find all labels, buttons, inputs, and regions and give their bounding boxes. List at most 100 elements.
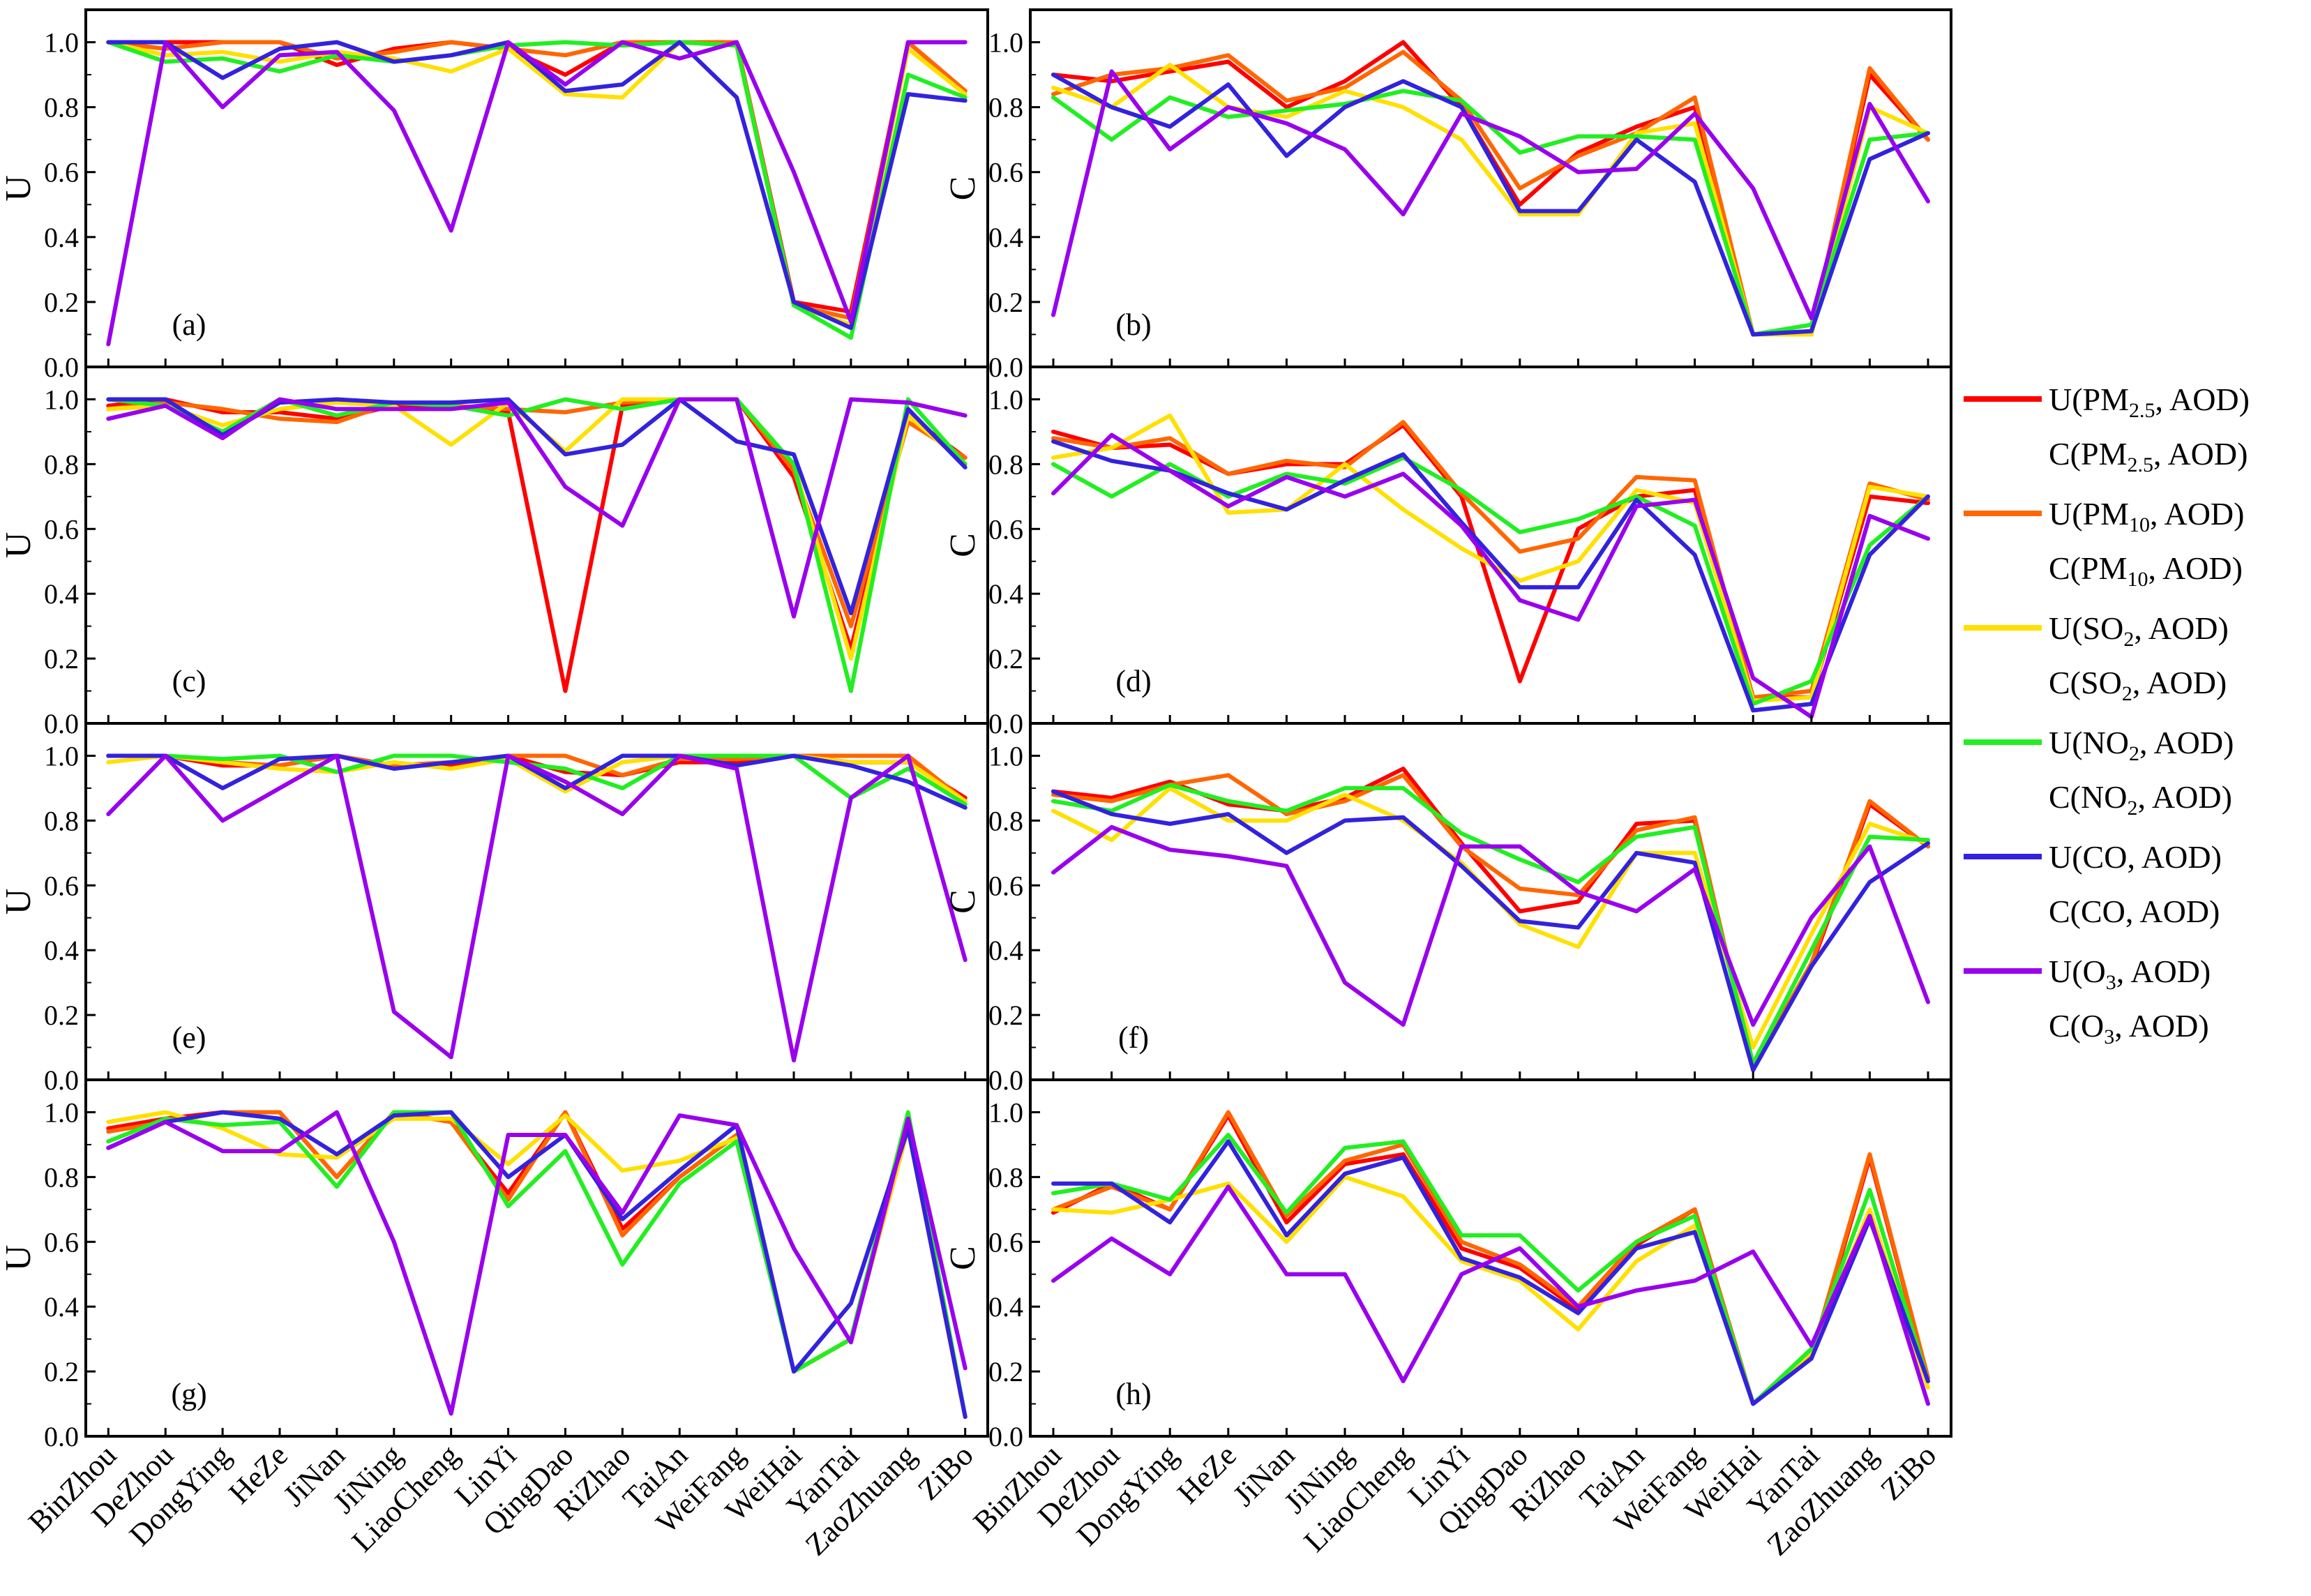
y-axis-title: C: [943, 533, 983, 557]
y-axis-title: C: [943, 1246, 983, 1270]
series-line-pm10: [1051, 773, 1930, 1069]
y-tick-label: 0.6: [988, 513, 1023, 545]
panel-e: 0.0 0.2 0.4 0.6 0.8 1.0 U (e): [0, 722, 989, 1096]
panel-g: 0.0 0.2 0.4 0.6 0.8 1.0 U (g): [0, 1078, 989, 1452]
series-line-so2: [1051, 413, 1930, 703]
legend-label-c: C(PM10, AOD): [2049, 550, 2243, 591]
y-tick-label: 0.2: [988, 1356, 1023, 1387]
y-tick-label: 0.2: [988, 643, 1023, 675]
series-line-o3: [1051, 432, 1930, 719]
y-tick-label: 0.6: [988, 1226, 1023, 1258]
y-tick-label: 0.0: [988, 1064, 1023, 1096]
series-line-co: [106, 1110, 968, 1420]
series-line-no2: [1051, 89, 1930, 337]
series-line-pm10: [1051, 50, 1930, 337]
legend-label-u: U(PM2.5, AOD): [2049, 382, 2250, 422]
y-tick-label: 0.6: [44, 157, 79, 188]
y-tick-label: 0.4: [988, 222, 1023, 253]
panel-label: (h): [1115, 1377, 1151, 1411]
y-tick-label: 0.0: [988, 352, 1023, 383]
panel-label: (a): [172, 308, 206, 342]
y-tick-label: 0.0: [988, 1421, 1023, 1452]
series-line-co: [1051, 73, 1930, 337]
legend-label-u: U(NO2, AOD): [2049, 725, 2234, 765]
y-tick-label: 0.0: [44, 708, 79, 739]
legend-item-pm10: U(PM10, AOD) C(PM10, AOD): [1964, 496, 2244, 591]
legend-label-c: C(PM2.5, AOD): [2049, 436, 2248, 476]
legend: U(PM2.5, AOD) C(PM2.5, AOD) U(PM10, AOD) C(…: [1964, 382, 2250, 1048]
series-line-so2: [1051, 63, 1930, 337]
y-tick-label: 0.8: [988, 449, 1023, 480]
legend-label-u: U(O3, AOD): [2049, 954, 2211, 994]
series-line-no2: [106, 40, 968, 340]
x-category-label: ZiBo: [911, 1438, 980, 1507]
panel-label: (d): [1115, 664, 1151, 698]
plot-frame: [84, 1078, 989, 1438]
y-tick-label: 0.4: [44, 1291, 79, 1323]
y-tick-label: 0.2: [44, 1000, 79, 1031]
y-tick-label: 0.2: [44, 1356, 79, 1387]
series-line-o3: [1051, 825, 1930, 1027]
series-line-no2: [106, 1110, 968, 1420]
y-tick-label: 1.0: [988, 740, 1023, 771]
series-line-no2: [1051, 1133, 1930, 1406]
y-tick-label: 0.8: [44, 1161, 79, 1193]
y-tick-label: 0.6: [44, 1226, 79, 1258]
plot-frame: [1029, 1078, 1952, 1438]
y-tick-label: 0.6: [988, 870, 1023, 901]
category-axis-labels: BinZhouDeZhouDongYingHeZeJiNanJiNingLiao…: [22, 1438, 1943, 1562]
y-tick-label: 0.6: [44, 870, 79, 901]
plot-frame: [1029, 722, 1952, 1081]
series-line-so2: [1051, 785, 1930, 1050]
panel-label: (c): [172, 664, 206, 698]
y-tick-label: 0.2: [44, 643, 79, 675]
series-line-co: [106, 397, 968, 616]
y-tick-label: 0.8: [988, 1161, 1023, 1193]
panel-b: 0.0 0.2 0.4 0.6 0.8 1.0 C (b): [943, 8, 1952, 383]
series-line-no2: [106, 753, 968, 807]
panel-label: (f): [1118, 1021, 1149, 1055]
series-line-co: [1051, 789, 1930, 1073]
legend-item-co: U(CO, AOD) C(CO, AOD): [1964, 839, 2222, 929]
legend-item-so2: U(SO2, AOD) C(SO2, AOD): [1964, 610, 2229, 705]
y-tick-label: 0.0: [988, 708, 1023, 739]
chart-panels: 0.0 0.2 0.4 0.6 0.8 1.0 U (a) 0.0 0.2 0.4 0.6 0.8 1.0…: [0, 8, 1952, 1452]
y-tick-label: 0.4: [44, 578, 79, 610]
series-line-o3: [106, 753, 968, 1063]
y-tick-label: 0.2: [988, 287, 1023, 318]
series-line-no2: [1051, 456, 1930, 707]
panel-f: 0.0 0.2 0.4 0.6 0.8 1.0 C (f): [943, 722, 1952, 1096]
y-axis-title: C: [943, 889, 983, 914]
y-tick-label: 0.0: [44, 352, 79, 383]
y-tick-label: 0.4: [44, 222, 79, 253]
panel-a: 0.0 0.2 0.4 0.6 0.8 1.0 U (a): [0, 8, 989, 383]
y-tick-label: 0.4: [44, 935, 79, 966]
x-category-label: HeZe: [222, 1438, 294, 1510]
series-line-pm25: [106, 40, 968, 314]
series-line-o3: [106, 1110, 968, 1416]
y-tick-label: 0.8: [44, 92, 79, 123]
y-tick-label: 0.8: [988, 92, 1023, 123]
plot-frame: [1029, 366, 1952, 725]
y-tick-label: 1.0: [988, 27, 1023, 59]
panel-h: 0.0 0.2 0.4 0.6 0.8 1.0 C (h): [943, 1078, 1952, 1452]
x-category-label: ZiBo: [1874, 1438, 1943, 1507]
y-tick-label: 1.0: [44, 384, 79, 415]
y-axis-title: U: [0, 889, 38, 915]
series-line-pm10: [106, 40, 968, 321]
legend-item-pm25: U(PM2.5, AOD) C(PM2.5, AOD): [1964, 382, 2250, 476]
panel-c: 0.0 0.2 0.4 0.6 0.8 1.0 U (c): [0, 366, 989, 739]
y-tick-label: 0.4: [988, 578, 1023, 610]
legend-label-u: U(PM10, AOD): [2049, 496, 2244, 536]
series-line-co: [106, 40, 968, 331]
y-tick-label: 0.2: [988, 1000, 1023, 1031]
legend-label-u: U(CO, AOD): [2049, 839, 2222, 875]
x-category-label: HeZe: [1170, 1438, 1243, 1510]
series-line-so2: [106, 397, 968, 661]
legend-label-u: U(SO2, AOD): [2049, 610, 2229, 651]
legend-item-o3: U(O3, AOD) C(O3, AOD): [1964, 954, 2211, 1048]
y-axis-title: U: [0, 175, 38, 202]
y-tick-label: 0.2: [44, 287, 79, 318]
y-tick-label: 0.4: [988, 1291, 1023, 1323]
y-axis-title: U: [0, 1245, 38, 1272]
